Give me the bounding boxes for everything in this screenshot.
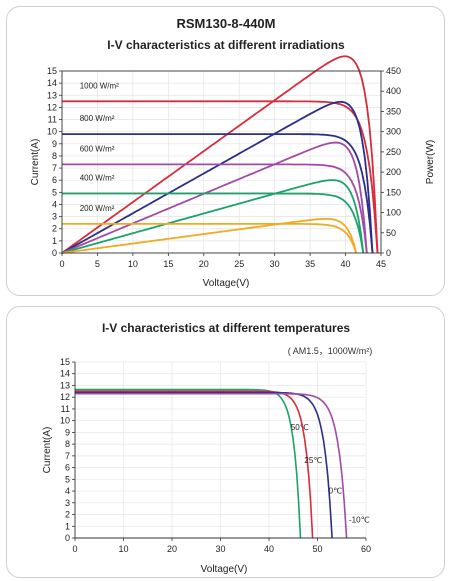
y-tick-label: 15 xyxy=(47,66,57,76)
y-tick-label: 8 xyxy=(65,439,70,449)
temperature-chart-panel xyxy=(6,306,445,578)
y-tick-label: 7 xyxy=(65,451,70,461)
y-axis-label: Current(A) xyxy=(30,139,41,186)
y-tick-label: 11 xyxy=(48,115,57,125)
series-label: 0℃ xyxy=(329,486,342,495)
y-tick-label: 6 xyxy=(65,463,70,473)
series-label: 200 W/m² xyxy=(80,204,115,213)
y-tick-label: 0 xyxy=(52,248,57,258)
y-tick-label: 4 xyxy=(65,486,70,496)
y-tick-label: 4 xyxy=(52,199,57,209)
series-label: 25℃ xyxy=(304,456,322,465)
x-tick-label: 10 xyxy=(128,259,138,269)
conditions-note: ( AM1.5，1000W/m²) xyxy=(288,346,373,356)
y-tick-label: 14 xyxy=(47,78,57,88)
series-lines: 1000 W/m² 800 W/m² 600 W/m² 400 W/m² 200 W/m… xyxy=(61,55,379,254)
y-tick-label: 13 xyxy=(47,90,57,100)
iv-curve xyxy=(62,133,374,254)
y-tick-label: 12 xyxy=(60,392,70,402)
x-tick-label: 15 xyxy=(163,259,173,269)
y-tick-label: 10 xyxy=(60,416,70,426)
plot-frame xyxy=(61,70,382,254)
y-tick-label: 9 xyxy=(65,427,70,437)
y2-tick-label: 400 xyxy=(386,86,401,96)
series-label: 1000 W/m² xyxy=(80,81,119,90)
chart-title: RSM130-8-440M xyxy=(177,16,276,31)
y-tick-label: 2 xyxy=(65,510,70,520)
y-tick-label: 5 xyxy=(65,474,70,484)
x-tick-label: 5 xyxy=(95,259,100,269)
x-tick-label: 30 xyxy=(270,259,280,269)
y-tick-label: 7 xyxy=(52,163,57,173)
x-tick-label: 20 xyxy=(199,259,209,269)
y-tick-label: 14 xyxy=(60,369,70,379)
y-tick-label: 13 xyxy=(60,380,70,390)
y-tick-label: 8 xyxy=(52,151,57,161)
y-axis-label: Current(A) xyxy=(42,427,53,474)
x-tick-label: 40 xyxy=(341,259,351,269)
x-tick-label: 0 xyxy=(72,544,77,554)
y-tick-label: 3 xyxy=(65,498,70,508)
y2-tick-label: 100 xyxy=(386,208,401,218)
y2-tick-label: 200 xyxy=(386,167,401,177)
x-axis-label: Voltage(V) xyxy=(201,564,248,575)
iv-curve xyxy=(62,100,379,254)
y-tick-label: 6 xyxy=(52,175,57,185)
y2-tick-label: 0 xyxy=(386,248,391,258)
y2-tick-label: 250 xyxy=(386,147,401,157)
y-tick-label: 9 xyxy=(52,139,57,149)
y-tick-label: 5 xyxy=(52,187,57,197)
iv-curve xyxy=(62,163,368,254)
x-tick-label: 40 xyxy=(264,544,274,554)
series-label: 600 W/m² xyxy=(80,144,115,153)
x-tick-label: 25 xyxy=(234,259,244,269)
power-curve xyxy=(61,55,379,254)
iv-curve xyxy=(75,388,302,539)
y-tick-label: 0 xyxy=(65,533,70,543)
y2-tick-label: 50 xyxy=(386,228,396,238)
y-tick-label: 1 xyxy=(65,521,70,531)
x-tick-label: 30 xyxy=(215,544,225,554)
y-tick-label: 12 xyxy=(47,102,57,112)
axes: 0 5 10 15 20 25 30 35 40 450123456789101112131415… xyxy=(47,66,401,269)
y2-tick-label: 450 xyxy=(386,66,401,76)
x-tick-label: 35 xyxy=(305,259,315,269)
irradiation-chart: RSM130-8-440M I-V characteristics at dif… xyxy=(30,16,436,289)
iv-curve xyxy=(62,222,358,254)
y-tick-label: 2 xyxy=(52,224,57,234)
series-lines: 50℃ 25℃ 0℃ -10℃ xyxy=(75,388,370,539)
series-label: 400 W/m² xyxy=(80,174,115,183)
series-label: 800 W/m² xyxy=(80,114,115,123)
y2-tick-label: 350 xyxy=(386,106,401,116)
series-label: 50℃ xyxy=(291,423,309,432)
y2-tick-label: 150 xyxy=(386,187,401,197)
y2-tick-label: 300 xyxy=(386,127,401,137)
grid xyxy=(74,361,367,539)
chart-title: I-V characteristics at different tempera… xyxy=(102,321,350,335)
y-tick-label: 10 xyxy=(47,127,57,137)
y2-axis-label: Power(W) xyxy=(425,140,436,184)
x-tick-label: 0 xyxy=(59,259,64,269)
y-tick-label: 3 xyxy=(52,212,57,222)
x-tick-label: 10 xyxy=(118,544,128,554)
iv-curve xyxy=(75,392,348,539)
x-tick-label: 60 xyxy=(361,544,371,554)
power-curve xyxy=(61,217,358,254)
y-tick-label: 15 xyxy=(60,357,70,367)
y-tick-label: 11 xyxy=(61,404,70,414)
chart-subtitle: I-V characteristics at different irradia… xyxy=(107,38,345,52)
series-label: -10℃ xyxy=(349,516,370,525)
x-tick-label: 20 xyxy=(167,544,177,554)
x-tick-label: 45 xyxy=(376,259,386,269)
iv-curve xyxy=(62,192,365,254)
x-tick-label: 50 xyxy=(312,544,322,554)
power-curve xyxy=(61,179,365,254)
iv-curve xyxy=(75,390,314,539)
x-axis-label: Voltage(V) xyxy=(203,278,250,289)
y-tick-label: 1 xyxy=(52,236,57,246)
power-curve xyxy=(61,141,368,254)
iv-curve xyxy=(75,391,333,539)
